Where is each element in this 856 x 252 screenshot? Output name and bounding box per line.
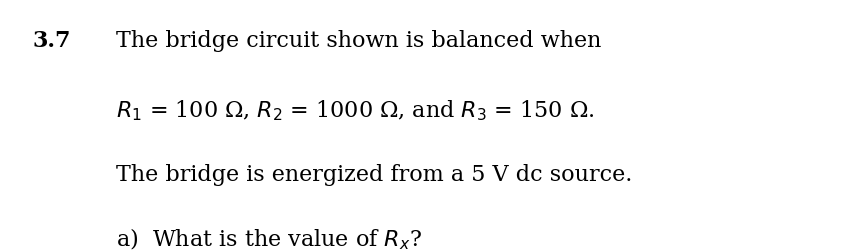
Text: The bridge circuit shown is balanced when: The bridge circuit shown is balanced whe… xyxy=(116,30,601,52)
Text: The bridge is energized from a 5 V dc source.: The bridge is energized from a 5 V dc so… xyxy=(116,164,632,186)
Text: 3.7: 3.7 xyxy=(33,30,71,52)
Text: a)  What is the value of $R_x$?: a) What is the value of $R_x$? xyxy=(116,227,422,252)
Text: $R_1$ = 100 Ω, $R_2$ = 1000 Ω, and $R_3$ = 150 Ω.: $R_1$ = 100 Ω, $R_2$ = 1000 Ω, and $R_3$… xyxy=(116,98,594,123)
